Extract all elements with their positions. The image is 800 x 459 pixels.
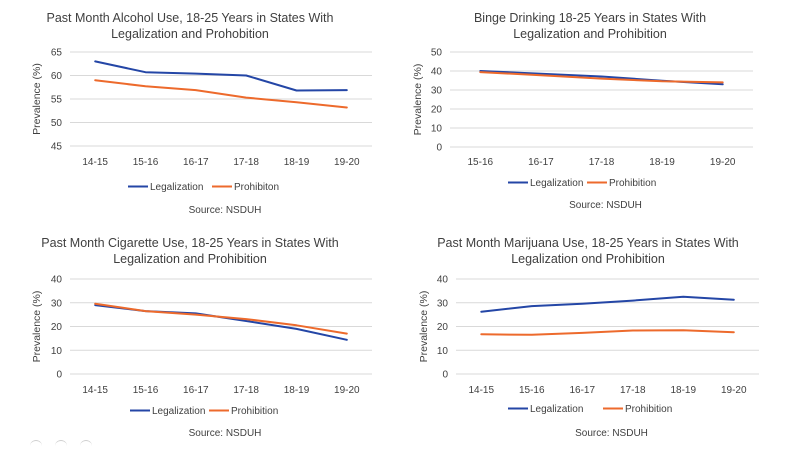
faint-icon — [30, 440, 42, 447]
series-line-prohibition — [480, 329, 735, 336]
y-tick-label: 50 — [51, 118, 63, 129]
y-tick-label: 0 — [442, 370, 448, 381]
x-tick-label: 19-20 — [334, 157, 360, 168]
x-tick-label: 17-18 — [233, 157, 259, 168]
x-tick-label: 16-17 — [528, 157, 554, 168]
y-tick-label: 45 — [51, 142, 63, 153]
x-tick-label: 18-19 — [284, 157, 310, 168]
legend-label: Prohibition — [609, 178, 656, 189]
binge-drinking-chart: Binge Drinking 18-25 Years in States Wit… — [400, 0, 800, 229]
series-line-prohibition — [94, 302, 348, 335]
chart-title-line: Past Month Alcohol Use, 18-25 Years in S… — [47, 11, 334, 25]
legend-label: Legalization — [152, 406, 205, 417]
legend-label: Prohibition — [231, 406, 278, 417]
faint-icon — [55, 440, 67, 447]
alcohol-use-chart: Past Month Alcohol Use, 18-25 Years in S… — [0, 0, 400, 229]
x-tick-label: 18-19 — [649, 157, 675, 168]
y-tick-label: 20 — [437, 322, 449, 333]
series-line-legalization — [480, 295, 735, 313]
y-tick-label: 40 — [431, 67, 443, 78]
x-tick-label: 14-15 — [82, 385, 108, 396]
y-tick-label: 40 — [51, 275, 63, 286]
y-tick-label: 10 — [51, 346, 63, 357]
x-tick-label: 15-16 — [519, 385, 545, 396]
binge-drinking-chart-svg: Binge Drinking 18-25 Years in States Wit… — [412, 11, 753, 211]
x-tick-label: 15-16 — [133, 157, 159, 168]
y-tick-label: 50 — [431, 48, 443, 59]
x-tick-label: 19-20 — [334, 385, 360, 396]
y-axis-label: Prevalence (%) — [31, 291, 43, 363]
x-tick-label: 18-19 — [284, 385, 310, 396]
x-tick-label: 15-16 — [133, 385, 159, 396]
y-tick-label: 60 — [51, 71, 63, 82]
x-tick-label: 19-20 — [710, 157, 736, 168]
source-note: Source: NSDUH — [189, 428, 262, 439]
source-note: Source: NSDUH — [189, 205, 262, 216]
y-tick-label: 30 — [431, 86, 443, 97]
y-axis-label: Prevalence (%) — [418, 291, 430, 363]
x-tick-label: 14-15 — [468, 385, 494, 396]
y-tick-label: 20 — [431, 105, 443, 116]
chart-title-line: Past Month Cigarette Use, 18-25 Years in… — [41, 236, 338, 250]
cigarette-use-chart-svg: Past Month Cigarette Use, 18-25 Years in… — [31, 236, 372, 439]
y-tick-label: 20 — [51, 322, 63, 333]
x-tick-label: 16-17 — [183, 385, 209, 396]
y-tick-label: 30 — [51, 298, 63, 309]
series-line-prohibiton — [94, 79, 348, 109]
chart-title-line: Legalization ond Prohibition — [511, 252, 665, 266]
x-tick-label: 16-17 — [183, 157, 209, 168]
y-axis-label: Prevalence (%) — [31, 63, 43, 135]
y-tick-label: 0 — [56, 370, 62, 381]
source-note: Source: NSDUH — [569, 200, 642, 211]
legend-label: Prohibition — [625, 404, 672, 415]
y-axis-label: Prevalence (%) — [412, 64, 424, 136]
y-tick-label: 10 — [431, 124, 443, 135]
y-tick-label: 0 — [436, 143, 442, 154]
x-tick-label: 17-18 — [620, 385, 646, 396]
chart-title-line: Legalization and Prohobition — [111, 27, 269, 41]
y-tick-label: 10 — [437, 346, 449, 357]
chart-title-line: Legalization and Prohibition — [513, 27, 667, 41]
legend-label: Legalization — [530, 404, 583, 415]
cigarette-use-chart: Past Month Cigarette Use, 18-25 Years in… — [0, 230, 400, 459]
y-tick-label: 65 — [51, 48, 63, 59]
alcohol-use-chart-svg: Past Month Alcohol Use, 18-25 Years in S… — [31, 11, 372, 216]
y-tick-label: 40 — [437, 275, 449, 286]
x-tick-label: 18-19 — [670, 385, 696, 396]
y-tick-label: 55 — [51, 95, 63, 106]
series-line-legalization — [94, 304, 348, 341]
x-tick-label: 15-16 — [468, 157, 494, 168]
x-tick-label: 17-18 — [233, 385, 259, 396]
legend-label: Legalization — [150, 182, 203, 193]
faint-icon — [80, 440, 92, 447]
x-tick-label: 16-17 — [569, 385, 595, 396]
source-note: Source: NSDUH — [575, 428, 648, 439]
x-tick-label: 17-18 — [589, 157, 615, 168]
x-tick-label: 19-20 — [721, 385, 747, 396]
chart-title-line: Binge Drinking 18-25 Years in States Wit… — [474, 11, 706, 25]
legend-label: Legalization — [530, 178, 583, 189]
chart-title-line: Past Month Marijuana Use, 18-25 Years in… — [437, 236, 739, 250]
legend-label: Prohibiton — [234, 182, 279, 193]
x-tick-label: 14-15 — [82, 157, 108, 168]
marijuana-use-chart-svg: Past Month Marijuana Use, 18-25 Years in… — [418, 236, 759, 439]
marijuana-use-chart: Past Month Marijuana Use, 18-25 Years in… — [400, 230, 800, 459]
chart-title-line: Legalization and Prohibition — [113, 252, 267, 266]
y-tick-label: 30 — [437, 298, 449, 309]
series-line-legalization — [94, 60, 348, 92]
